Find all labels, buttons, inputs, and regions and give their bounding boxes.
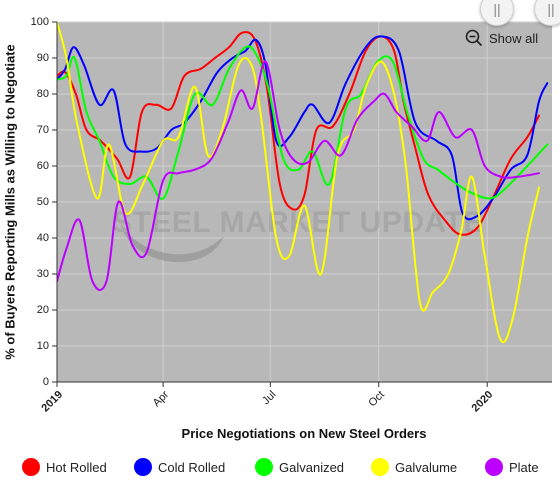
legend-label: Cold Rolled [158,459,226,475]
y-tick-label: 0 [43,376,49,388]
legend-swatch [22,458,40,476]
y-tick-label: 20 [37,304,49,316]
x-tick-label: Apr [151,388,172,409]
y-tick-label: 40 [37,232,49,244]
series-line-galvanized[interactable] [57,45,549,200]
y-tick-label: 10 [37,340,49,352]
y-axis-title: % of Buyers Reporting Mills as Willing t… [2,44,17,360]
y-tick-label: 100 [31,16,49,28]
y-tick-labels: 0 10 20 30 40 50 60 70 80 90 100 [31,16,57,388]
legend-label: Plate [509,459,539,475]
series-line-plate[interactable] [57,60,540,291]
legend-label: Hot Rolled [46,459,107,475]
legend-item-galvanized[interactable]: Galvanized [255,455,344,479]
y-tick-label: 70 [37,124,49,136]
legend-label: Galvalume [395,459,458,475]
legend-swatch [255,458,273,476]
series-line-galvalume[interactable] [57,22,540,344]
y-tick-label: 30 [37,268,49,280]
x-tick-label: Jul [260,389,278,407]
legend: Hot Rolled Cold Rolled Galvanized Galval… [0,455,560,479]
series-line-cold-rolled[interactable] [57,35,549,221]
y-tick-label: 90 [37,52,49,64]
zoom-handle-left[interactable]: || [480,0,514,26]
zoom-handle-right-glyph: || [547,1,555,17]
legend-label: Galvanized [279,459,345,475]
legend-swatch [371,458,389,476]
y-tick-label: 80 [37,88,49,100]
series-layer [57,22,549,344]
legend-swatch [485,458,503,476]
y-tick-label: 60 [37,160,49,172]
zoom-handle-left-glyph: || [493,1,501,17]
x-tick-label: Oct [366,389,387,410]
legend-item-plate[interactable]: Plate [485,455,539,479]
x-tick-labels: 2019 Apr Jul Oct 2020 [39,382,495,414]
series-line-hot-rolled[interactable] [57,31,540,236]
show-all-label: Show all [489,30,539,46]
legend-swatch [134,458,152,476]
grid-lines [56,21,552,383]
legend-item-galvalume[interactable]: Galvalume [371,455,457,479]
show-all-button[interactable]: Show all [465,28,538,48]
x-tick-label: 2019 [39,389,65,415]
zoom-out-icon [465,29,483,47]
y-tick-label: 50 [37,196,49,208]
x-axis-title: Price Negotiations on New Steel Orders [182,426,427,441]
x-tick-label: 2020 [470,389,496,415]
legend-item-cold-rolled[interactable]: Cold Rolled [134,455,225,479]
zoom-handle-right[interactable]: || [534,0,560,26]
legend-item-hot-rolled[interactable]: Hot Rolled [22,455,107,479]
